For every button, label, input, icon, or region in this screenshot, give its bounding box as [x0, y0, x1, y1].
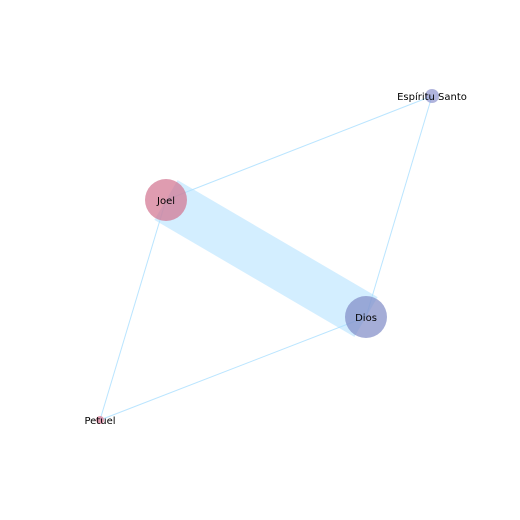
node-label-petuel: Petuel — [84, 416, 115, 427]
node-dios[interactable] — [345, 296, 387, 338]
edge-joel-petuel — [99, 199, 167, 421]
node-label-dios: Dios — [355, 313, 377, 324]
node-joel[interactable] — [145, 179, 187, 221]
edge-dios-petuel — [99, 316, 367, 421]
edge-joel-dios — [154, 180, 378, 337]
nodes-layer — [96, 89, 439, 424]
node-petuel[interactable] — [96, 416, 104, 424]
labels-layer: Joel Dios Espíritu Santo Petuel — [84, 91, 466, 427]
edge-joel-espiritu — [165, 95, 433, 201]
node-label-joel: Joel — [156, 196, 175, 207]
edge-dios-espiritu — [365, 95, 433, 318]
node-espiritu[interactable] — [425, 89, 439, 103]
edges-layer — [99, 95, 433, 421]
node-label-espiritu: Espíritu Santo — [397, 91, 467, 103]
